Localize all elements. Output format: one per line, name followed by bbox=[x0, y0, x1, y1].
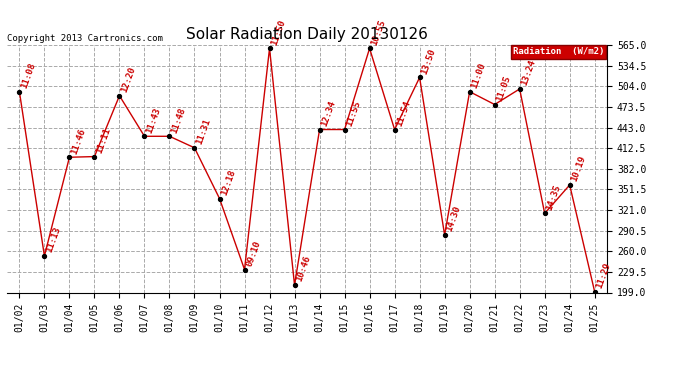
Point bbox=[364, 45, 375, 51]
Point bbox=[264, 45, 275, 51]
Text: 10:46: 10:46 bbox=[295, 255, 312, 283]
Point bbox=[464, 88, 475, 94]
Point bbox=[439, 232, 450, 238]
Text: 14:30: 14:30 bbox=[444, 205, 462, 233]
Point bbox=[239, 267, 250, 273]
Text: 14:35: 14:35 bbox=[544, 183, 562, 211]
Text: 11:43: 11:43 bbox=[144, 106, 162, 134]
Point bbox=[389, 126, 400, 132]
Point bbox=[214, 195, 225, 201]
Point bbox=[489, 102, 500, 108]
Text: 13:24: 13:24 bbox=[520, 58, 538, 87]
Point bbox=[89, 154, 100, 160]
Text: 12:18: 12:18 bbox=[219, 168, 237, 196]
Text: 11:05: 11:05 bbox=[495, 74, 512, 102]
Point bbox=[564, 182, 575, 188]
Title: Solar Radiation Daily 20130126: Solar Radiation Daily 20130126 bbox=[186, 27, 428, 42]
Point bbox=[114, 93, 125, 99]
Text: Copyright 2013 Cartronics.com: Copyright 2013 Cartronics.com bbox=[7, 34, 163, 43]
Point bbox=[514, 86, 525, 92]
Text: 11:54: 11:54 bbox=[395, 99, 412, 128]
Point bbox=[289, 282, 300, 288]
Text: 11:46: 11:46 bbox=[70, 127, 87, 155]
Text: 11:55: 11:55 bbox=[344, 99, 362, 128]
Point bbox=[314, 126, 325, 132]
Text: 11:00: 11:00 bbox=[470, 61, 487, 90]
Point bbox=[339, 126, 350, 132]
Text: 11:08: 11:08 bbox=[19, 61, 37, 90]
Text: 11:11: 11:11 bbox=[95, 126, 112, 154]
Point bbox=[589, 289, 600, 295]
Point bbox=[414, 75, 425, 81]
Text: 11:29: 11:29 bbox=[595, 261, 612, 290]
Text: 12:34: 12:34 bbox=[319, 99, 337, 128]
Text: 12:20: 12:20 bbox=[119, 65, 137, 94]
Text: 11:50: 11:50 bbox=[270, 18, 287, 46]
Text: 11:31: 11:31 bbox=[195, 117, 212, 146]
Text: 13:50: 13:50 bbox=[420, 47, 437, 75]
Point bbox=[164, 133, 175, 139]
Point bbox=[139, 133, 150, 139]
Text: Radiation  (W/m2): Radiation (W/m2) bbox=[513, 48, 604, 57]
Text: 09:10: 09:10 bbox=[244, 239, 262, 267]
Point bbox=[64, 154, 75, 160]
Point bbox=[39, 253, 50, 259]
Point bbox=[14, 88, 25, 94]
Text: 11:13: 11:13 bbox=[44, 226, 62, 254]
Text: 11:48: 11:48 bbox=[170, 106, 187, 134]
Text: 10:55: 10:55 bbox=[370, 18, 387, 46]
Text: 10:19: 10:19 bbox=[570, 154, 587, 183]
Point bbox=[189, 145, 200, 151]
Point bbox=[539, 210, 550, 216]
